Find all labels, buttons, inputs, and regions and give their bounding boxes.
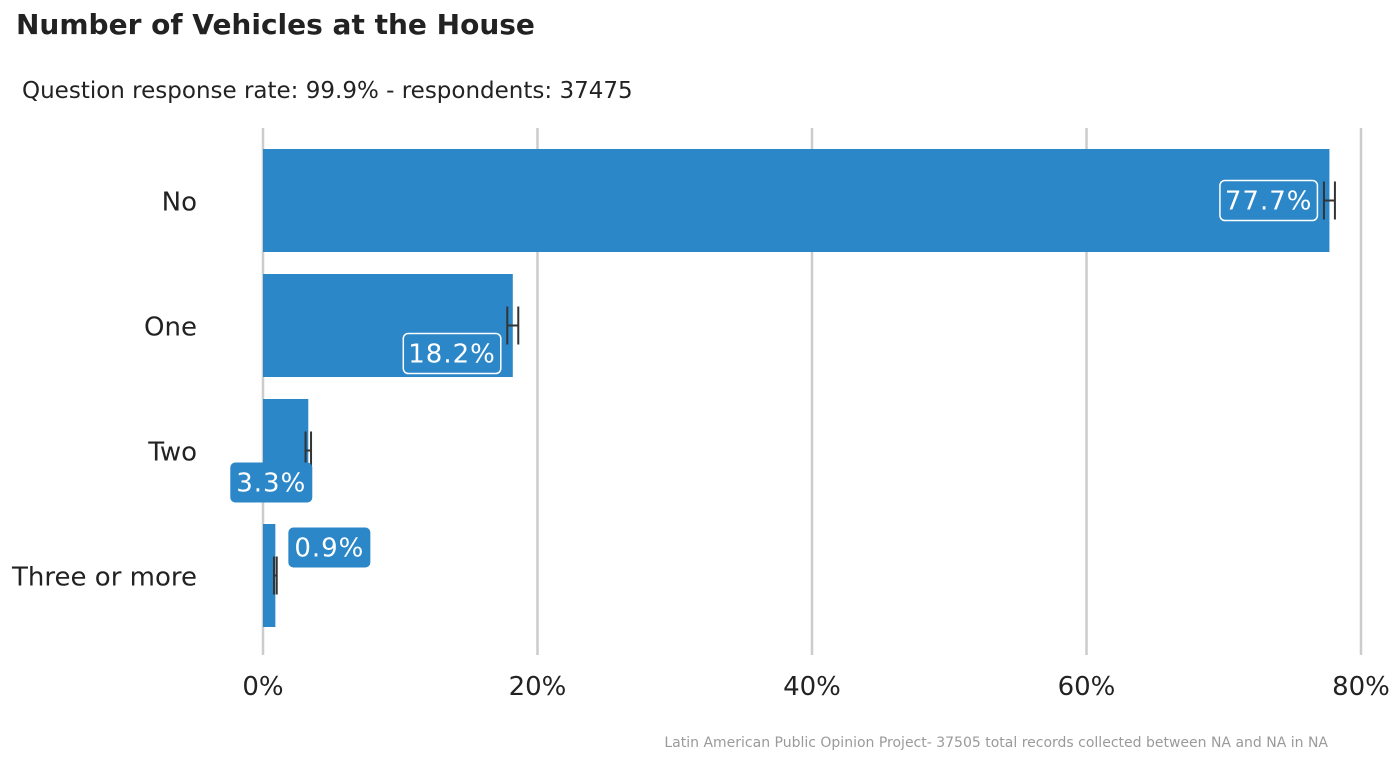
category-label: Three or more (11, 563, 197, 593)
category-labels: No One Two Three or more (11, 188, 197, 593)
x-tick-label: 20% (509, 672, 567, 702)
x-tick-label: 60% (1058, 672, 1116, 702)
bar-chart: 77.7% 18.2% 3.3% 0.9% No One Two Three or more… (11, 128, 1390, 702)
category-label: One (144, 313, 197, 343)
value-label: 0.9% (288, 527, 371, 568)
bars (263, 149, 1330, 627)
chart-caption: Latin American Public Opinion Project- 3… (664, 735, 1328, 751)
category-label: No (162, 188, 197, 218)
value-label-text: 0.9% (294, 534, 364, 564)
chart-title: Number of Vehicles at the House (16, 8, 535, 41)
value-label: 77.7% (1219, 179, 1319, 222)
error-bar (506, 306, 520, 345)
bar (263, 149, 1330, 252)
value-label: 3.3% (230, 462, 313, 503)
x-tick-label: 0% (242, 672, 283, 702)
bar (263, 524, 276, 627)
value-label-text: 3.3% (236, 469, 306, 499)
category-label: Two (147, 438, 197, 468)
x-tick-label: 40% (783, 672, 841, 702)
x-axis-tick-labels: 0% 20% 40% 60% 80% (242, 672, 1390, 702)
error-bar (1322, 181, 1336, 220)
value-labels: 77.7% 18.2% 3.3% 0.9% (230, 179, 1319, 568)
value-label-text: 18.2% (408, 340, 496, 370)
x-tick-label: 80% (1332, 672, 1390, 702)
error-bar (272, 556, 278, 595)
chart-subtitle: Question response rate: 99.9% - responde… (22, 78, 633, 104)
error-bars (272, 181, 1336, 595)
value-label-text: 77.7% (1225, 187, 1313, 217)
value-label: 18.2% (402, 332, 502, 375)
